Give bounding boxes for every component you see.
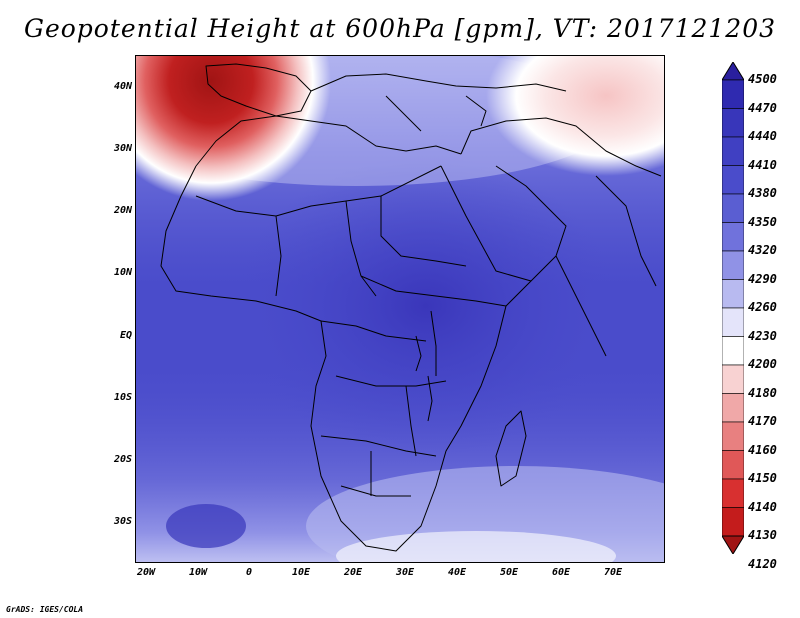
colorbar-label: 4180 [748,385,777,400]
height-field-map [136,56,664,562]
colorbar-label: 4260 [748,300,777,314]
lon-label: 60E [551,567,571,578]
colorbar-label: 4170 [748,414,777,428]
lon-label: 70E [603,567,623,578]
lat-label: 10N [113,267,132,278]
colorbar-swatch [722,222,744,252]
lat-label: 40N [113,81,132,92]
lon-label: 10E [291,567,311,578]
lon-label: 20W [136,567,156,578]
lat-label: EQ [119,330,132,341]
map-plot-area [135,55,665,563]
colorbar-label: 4150 [748,471,777,485]
colorbar-swatch [722,136,744,166]
colorbar-swatch [722,193,744,223]
lon-label: 10W [188,567,208,578]
colorbar-swatch [722,165,744,195]
colorbar-bottom-arrow [722,535,744,554]
colorbar-swatch [722,336,744,366]
colorbar-label: 4160 [748,442,777,457]
lon-label: 0 [245,567,253,578]
colorbar [722,62,744,554]
colorbar-swatch [722,279,744,309]
grads-credit: GrADS: IGES/COLA [6,605,84,614]
lat-label: 20S [113,454,132,465]
colorbar-swatch [722,450,744,480]
colorbar-swatch [722,364,744,394]
colorbar-swatch [722,79,744,109]
map-title: Geopotential Height at 600hPa [gpm], VT:… [23,14,777,43]
colorbar-label: 4230 [748,328,777,343]
lon-label: 30E [395,567,415,578]
colorbar-label: 4470 [748,100,777,115]
lat-label: 30N [113,143,132,154]
colorbar-label: 4410 [748,157,777,172]
colorbar-label: 4140 [748,499,777,514]
colorbar-swatch [722,421,744,451]
colorbar-swatch [722,478,744,508]
colorbar-top-arrow [722,62,744,81]
colorbar-swatch [722,307,744,337]
colorbar-swatch [722,108,744,138]
colorbar-label: 4200 [748,357,777,371]
colorbar-label: 4500 [748,72,777,86]
colorbar-label: 4350 [748,214,777,229]
colorbar-label: 4290 [748,271,777,286]
colorbar-label: 4380 [748,186,777,200]
colorbar-label: 4130 [748,528,777,542]
colorbar-label: 4440 [748,129,777,143]
colorbar-swatch [722,393,744,423]
lat-label: 10S [113,392,132,403]
colorbar-swatch [722,507,744,537]
lon-label: 40E [447,567,467,578]
lon-label: 20E [343,567,363,578]
colorbar-swatch [722,250,744,280]
lon-label: 50E [499,567,519,578]
lat-label: 20N [113,205,132,216]
colorbar-label: 4320 [748,243,777,257]
colorbar-label: 4120 [748,556,777,571]
lat-label: 30S [113,516,132,527]
